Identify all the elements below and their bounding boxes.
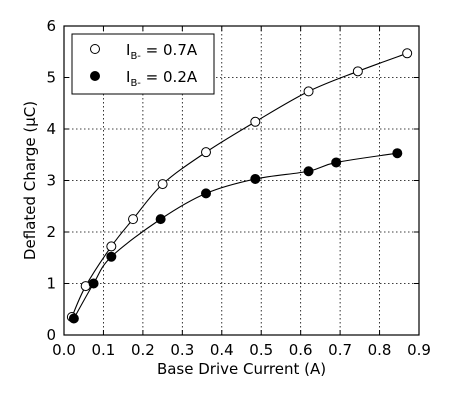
data-points <box>66 48 413 324</box>
data-point-series-1 <box>250 116 261 127</box>
x-tick-label: 0.2 <box>131 341 155 359</box>
data-point-series-1 <box>402 48 413 59</box>
x-tick-label: 0.6 <box>289 341 313 359</box>
data-point-series-1 <box>303 86 314 97</box>
x-axis-label: Base Drive Current (A) <box>157 360 326 378</box>
y-tick-label: 0 <box>46 326 56 344</box>
x-tick-label: 0.5 <box>249 341 273 359</box>
x-tick-labels: 0.0 0.1 0.2 0.3 0.4 0.5 0.6 0.7 0.8 0.9 <box>52 341 431 359</box>
x-tick-label: 0.0 <box>52 341 76 359</box>
data-point-series-1 <box>201 147 211 158</box>
data-point-series-2 <box>88 278 99 289</box>
data-point-series-1 <box>352 66 363 77</box>
y-tick-label: 2 <box>46 223 56 241</box>
legend-label-series-1: IB- = 0.7A <box>126 41 198 62</box>
legend-marker-filled <box>90 71 100 81</box>
y-tick-label: 6 <box>46 17 56 35</box>
axis-ticks <box>63 25 420 336</box>
legend-box <box>71 33 215 95</box>
data-point-series-2 <box>303 166 314 177</box>
x-tick-label: 0.7 <box>328 341 352 359</box>
data-point-series-1 <box>128 214 139 225</box>
y-axis-label: Deflated Charge (μC) <box>21 101 39 260</box>
legend: IB- = 0.7A IB- = 0.2A <box>71 33 215 95</box>
grid <box>64 26 419 335</box>
y-tick-label: 4 <box>46 120 56 138</box>
x-tick-label: 0.9 <box>407 341 431 359</box>
data-point-series-2 <box>250 173 261 184</box>
data-point-series-1 <box>106 241 117 252</box>
y-tick-label: 1 <box>46 275 56 293</box>
x-tick-label: 0.3 <box>170 341 194 359</box>
fit-curve-series-2 <box>73 152 398 319</box>
y-tick-label: 3 <box>46 172 56 190</box>
data-point-series-1 <box>157 179 168 190</box>
x-tick-label: 0.8 <box>368 341 392 359</box>
data-point-series-2 <box>201 188 211 199</box>
y-tick-labels: 0 1 2 3 4 5 6 <box>46 17 56 344</box>
y-tick-label: 5 <box>46 69 56 87</box>
data-point-series-2 <box>331 157 342 168</box>
legend-marker-open <box>90 44 100 54</box>
data-point-series-2 <box>392 148 403 159</box>
data-point-series-2 <box>155 214 166 225</box>
legend-label-series-2: IB- = 0.2A <box>126 68 198 89</box>
x-tick-label: 0.1 <box>92 341 116 359</box>
data-point-series-2 <box>68 313 79 324</box>
x-tick-label: 0.4 <box>210 341 234 359</box>
data-point-series-2 <box>106 251 117 262</box>
fit-curve-series-1 <box>71 52 408 318</box>
